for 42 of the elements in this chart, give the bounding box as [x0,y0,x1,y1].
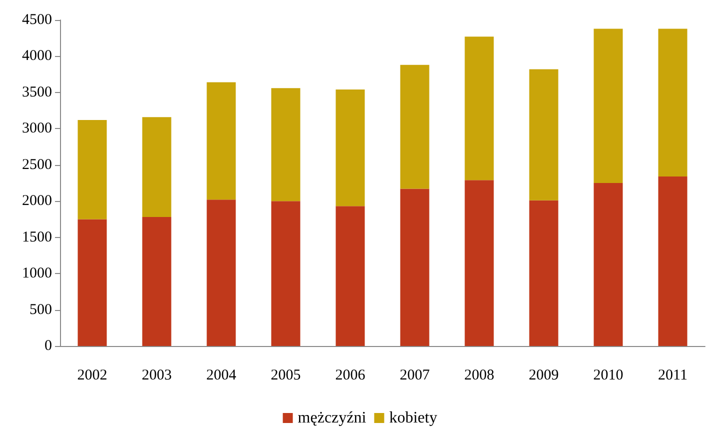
bar [529,200,558,346]
x-tick-label: 2008 [464,368,494,384]
y-tick-label: 500 [30,302,52,318]
y-tick-label: 4000 [22,48,52,64]
bar [271,201,300,346]
y-tick-label: 1500 [22,229,52,246]
bar [400,64,430,189]
x-tick-label: 2004 [206,368,237,384]
y-tick-label: 1000 [22,266,52,282]
bar [206,200,236,346]
y-tick-label: 3500 [22,84,52,100]
y-tick-label: 2000 [22,193,52,210]
y-tick-label: 4500 [22,12,52,28]
bar [206,82,236,200]
x-tick-label: 2011 [658,368,688,384]
legend-label: kobiety [389,410,438,426]
y-tick-label: 0 [44,338,52,354]
bar [336,90,365,206]
x-tick-label: 2009 [528,368,559,384]
bar [594,28,623,183]
x-tick-label: 2007 [400,368,430,384]
bar [658,28,688,176]
bar [529,69,558,200]
x-tick-label: 2002 [77,368,108,384]
bar [464,36,494,180]
x-tick-label: 2003 [142,368,172,384]
bar [78,219,107,346]
bar [464,180,494,346]
bar [78,120,107,220]
bar [271,88,300,202]
bar [658,176,688,346]
bar [142,117,172,218]
x-tick-label: 2006 [335,368,366,384]
legend-label: mężczyźni [298,410,367,426]
bar [594,183,623,346]
x-tick-label: 2005 [270,368,301,384]
y-tick-label: 2500 [22,156,52,173]
bar [142,217,172,346]
x-tick-label: 2010 [593,368,624,384]
bar [400,188,430,346]
bar [336,206,365,346]
y-tick-label: 3000 [22,120,52,137]
